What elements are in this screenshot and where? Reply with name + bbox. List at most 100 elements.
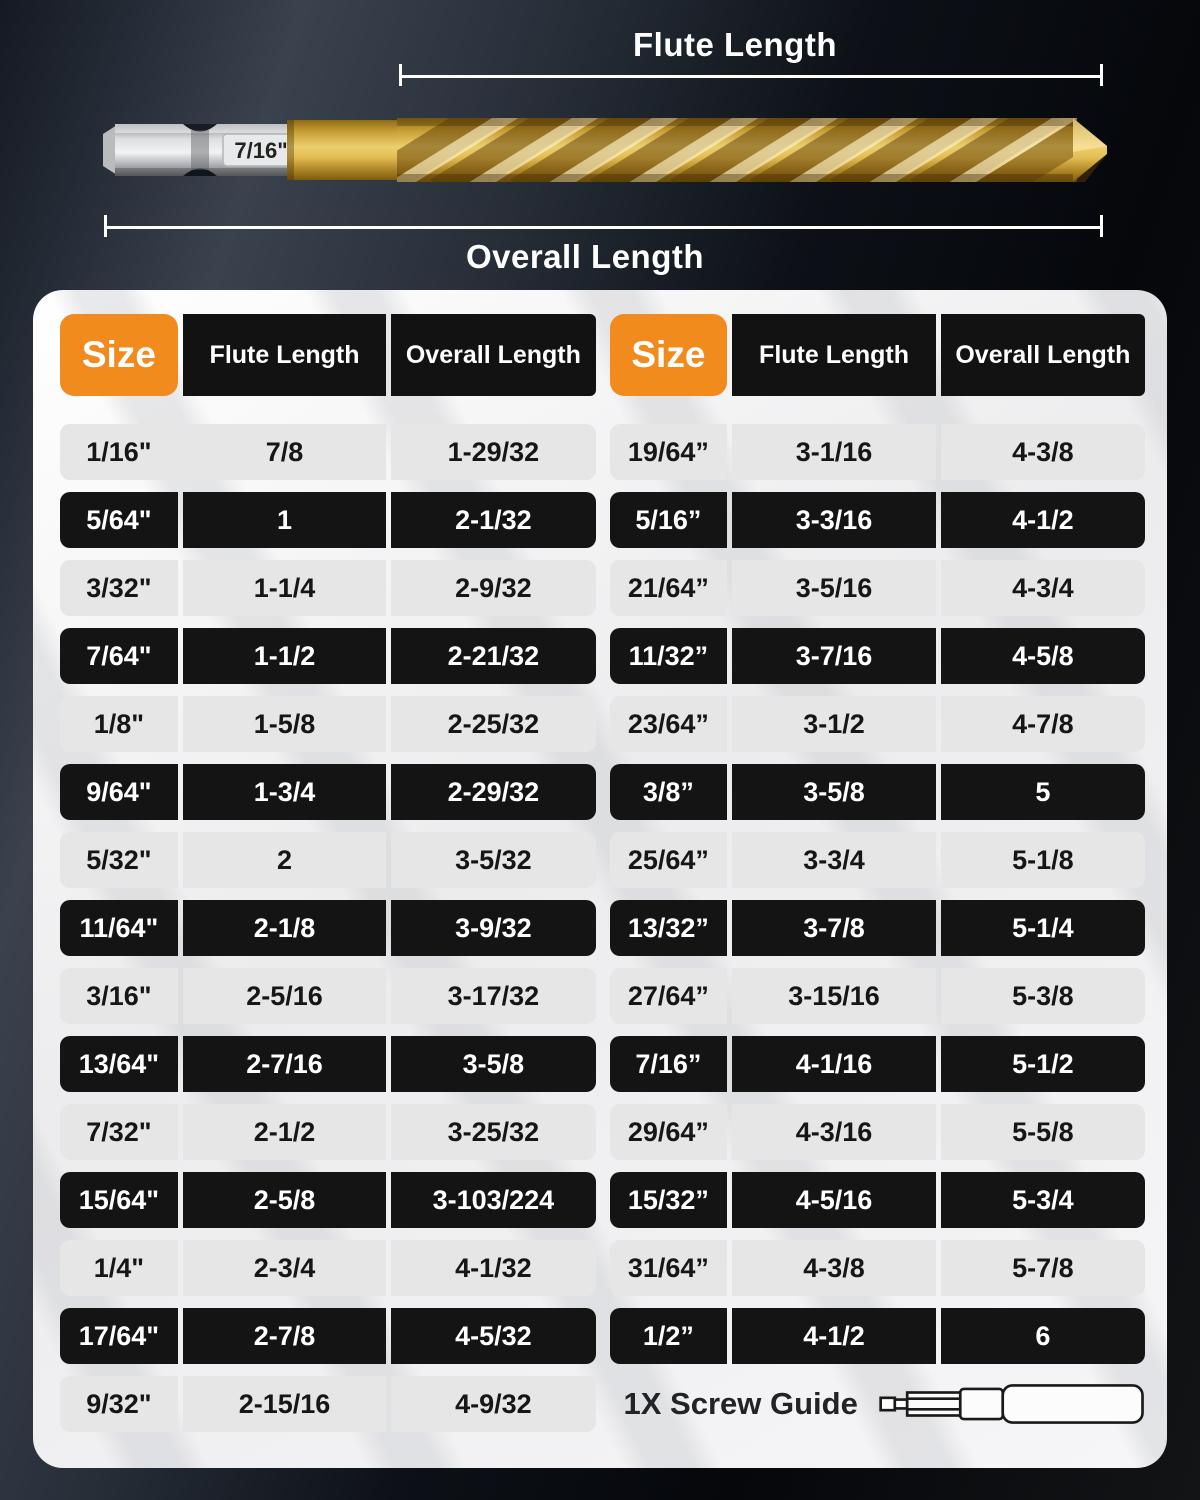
table-row: 11/32” 3-7/16 4-5/8: [609, 628, 1145, 684]
table-row: 1/2” 4-1/2 6: [609, 1308, 1145, 1364]
flute-length-cell: 4-1/16: [732, 1036, 936, 1092]
table-row: 13/32” 3-7/8 5-1/4: [609, 900, 1145, 956]
size-cell: 1/2”: [609, 1308, 728, 1364]
overall-length-cell: 4-9/32: [391, 1376, 596, 1432]
overall-length-cell: 4-5/32: [391, 1308, 596, 1364]
table-row: 3/32" 1-1/4 2-9/32: [60, 560, 596, 616]
size-cell: 3/8”: [609, 764, 728, 820]
table-row: 17/64" 2-7/8 4-5/32: [60, 1308, 596, 1364]
table-header: Size Flute Length Overall Length: [60, 314, 596, 396]
table-row: 1/4" 2-3/4 4-1/32: [60, 1240, 596, 1296]
flute-length-cell: 4-5/16: [732, 1172, 936, 1228]
size-cell: 5/16”: [609, 492, 728, 548]
overall-length-cell: 3-17/32: [391, 968, 596, 1024]
overall-length-cell: 2-1/32: [391, 492, 596, 548]
size-cell: 7/16”: [609, 1036, 728, 1092]
size-cell: 7/64": [60, 628, 178, 684]
overall-bracket-left-tick: [104, 215, 107, 237]
spec-table-right: Size Flute Length Overall Length 19/64” 3…: [609, 314, 1145, 1444]
table-row: 29/64” 4-3/16 5-5/8: [609, 1104, 1145, 1160]
overall-length-header: Overall Length: [940, 314, 1145, 396]
table-row: 15/32” 4-5/16 5-3/4: [609, 1172, 1145, 1228]
flute-length-cell: 2-1/2: [182, 1104, 387, 1160]
table-row: 9/64" 1-3/4 2-29/32: [60, 764, 596, 820]
flute-length-cell: 3-3/4: [732, 832, 936, 888]
size-cell: 11/32”: [609, 628, 728, 684]
overall-length-cell: 4-3/8: [940, 424, 1145, 480]
overall-length-cell: 2-9/32: [391, 560, 596, 616]
flute-length-cell: 3-7/16: [732, 628, 936, 684]
size-header: Size: [60, 314, 178, 396]
flute-length-cell: 2-5/8: [182, 1172, 387, 1228]
table-row: 5/16” 3-3/16 4-1/2: [609, 492, 1145, 548]
flute-length-cell: 2-7/8: [182, 1308, 387, 1364]
table-body-right: 19/64” 3-1/16 4-3/8 5/16” 3-3/16 4-1/2 21/64” 3…: [609, 424, 1145, 1364]
overall-length-cell: 1-29/32: [391, 424, 596, 480]
size-cell: 31/64”: [609, 1240, 728, 1296]
flute-length-cell: 4-1/2: [732, 1308, 936, 1364]
flute-length-cell: 2-7/16: [182, 1036, 387, 1092]
overall-length-cell: 3-9/32: [391, 900, 596, 956]
flute-length-label: Flute Length: [633, 26, 837, 63]
overall-length-cell: 5-3/8: [940, 968, 1145, 1024]
overall-length-cell: 3-103/224: [391, 1172, 596, 1228]
table-row: 27/64” 3-15/16 5-3/8: [609, 968, 1145, 1024]
size-cell: 1/4": [60, 1240, 178, 1296]
spec-panel: Size Flute Length Overall Length 1/16" 7/…: [33, 290, 1167, 1468]
overall-length-cell: 3-25/32: [391, 1104, 596, 1160]
table-row: 7/32" 2-1/2 3-25/32: [60, 1104, 596, 1160]
overall-length-cell: 2-29/32: [391, 764, 596, 820]
overall-length-cell: 5-1/8: [940, 832, 1145, 888]
table-row: 19/64” 3-1/16 4-3/8: [609, 424, 1145, 480]
table-body-left: 1/16" 7/8 1-29/32 5/64" 1 2-1/32 3/32" 1-1/4 2-9…: [60, 424, 596, 1432]
size-cell: 3/16": [60, 968, 178, 1024]
table-row: 23/64” 3-1/2 4-7/8: [609, 696, 1145, 752]
table-row: 13/64" 2-7/16 3-5/8: [60, 1036, 596, 1092]
flute-bracket-left-tick: [399, 64, 402, 86]
size-cell: 5/64": [60, 492, 178, 548]
overall-length-cell: 4-1/2: [940, 492, 1145, 548]
size-cell: 9/64": [60, 764, 178, 820]
flute-length-cell: 1-5/8: [182, 696, 387, 752]
overall-length-cell: 5-1/2: [940, 1036, 1145, 1092]
overall-length-cell: 2-25/32: [391, 696, 596, 752]
table-row: 1/8" 1-5/8 2-25/32: [60, 696, 596, 752]
size-header: Size: [609, 314, 728, 396]
table-row: 31/64” 4-3/8 5-7/8: [609, 1240, 1145, 1296]
screw-guide-icon: [879, 1384, 1144, 1424]
size-cell: 15/64": [60, 1172, 178, 1228]
overall-length-cell: 5-5/8: [940, 1104, 1145, 1160]
table-row: 5/64" 1 2-1/32: [60, 492, 596, 548]
size-cell: 13/32”: [609, 900, 728, 956]
flute-length-cell: 4-3/16: [732, 1104, 936, 1160]
flute-length-cell: 2-15/16: [182, 1376, 387, 1432]
size-cell: 9/32": [60, 1376, 178, 1432]
size-cell: 1/16": [60, 424, 178, 480]
table-row: 5/32" 2 3-5/32: [60, 832, 596, 888]
size-cell: 13/64": [60, 1036, 178, 1092]
flute-length-cell: 4-3/8: [732, 1240, 936, 1296]
flute-length-cell: 3-7/8: [732, 900, 936, 956]
overall-length-cell: 4-1/32: [391, 1240, 596, 1296]
table-row: 7/16” 4-1/16 5-1/2: [609, 1036, 1145, 1092]
overall-length-cell: 4-5/8: [940, 628, 1145, 684]
overall-length-cell: 5-1/4: [940, 900, 1145, 956]
size-cell: 21/64”: [609, 560, 728, 616]
flute-length-cell: 1-3/4: [182, 764, 387, 820]
overall-length-cell: 2-21/32: [391, 628, 596, 684]
table-row: 25/64” 3-3/4 5-1/8: [609, 832, 1145, 888]
overall-length-label: Overall Length: [465, 238, 705, 275]
flute-length-cell: 2: [182, 832, 387, 888]
overall-length-bracket: [105, 226, 1103, 229]
overall-length-cell: 5-3/4: [940, 1172, 1145, 1228]
table-row: 3/16" 2-5/16 3-17/32: [60, 968, 596, 1024]
flute-length-cell: 1-1/4: [182, 560, 387, 616]
size-cell: 7/32": [60, 1104, 178, 1160]
table-header: Size Flute Length Overall Length: [609, 314, 1145, 396]
flute-length-cell: 3-15/16: [732, 968, 936, 1024]
overall-length-cell: 6: [940, 1308, 1145, 1364]
overall-length-cell: 4-7/8: [940, 696, 1145, 752]
overall-length-cell: 3-5/32: [391, 832, 596, 888]
table-row: 9/32" 2-15/16 4-9/32: [60, 1376, 596, 1432]
flute-length-cell: 7/8: [182, 424, 387, 480]
